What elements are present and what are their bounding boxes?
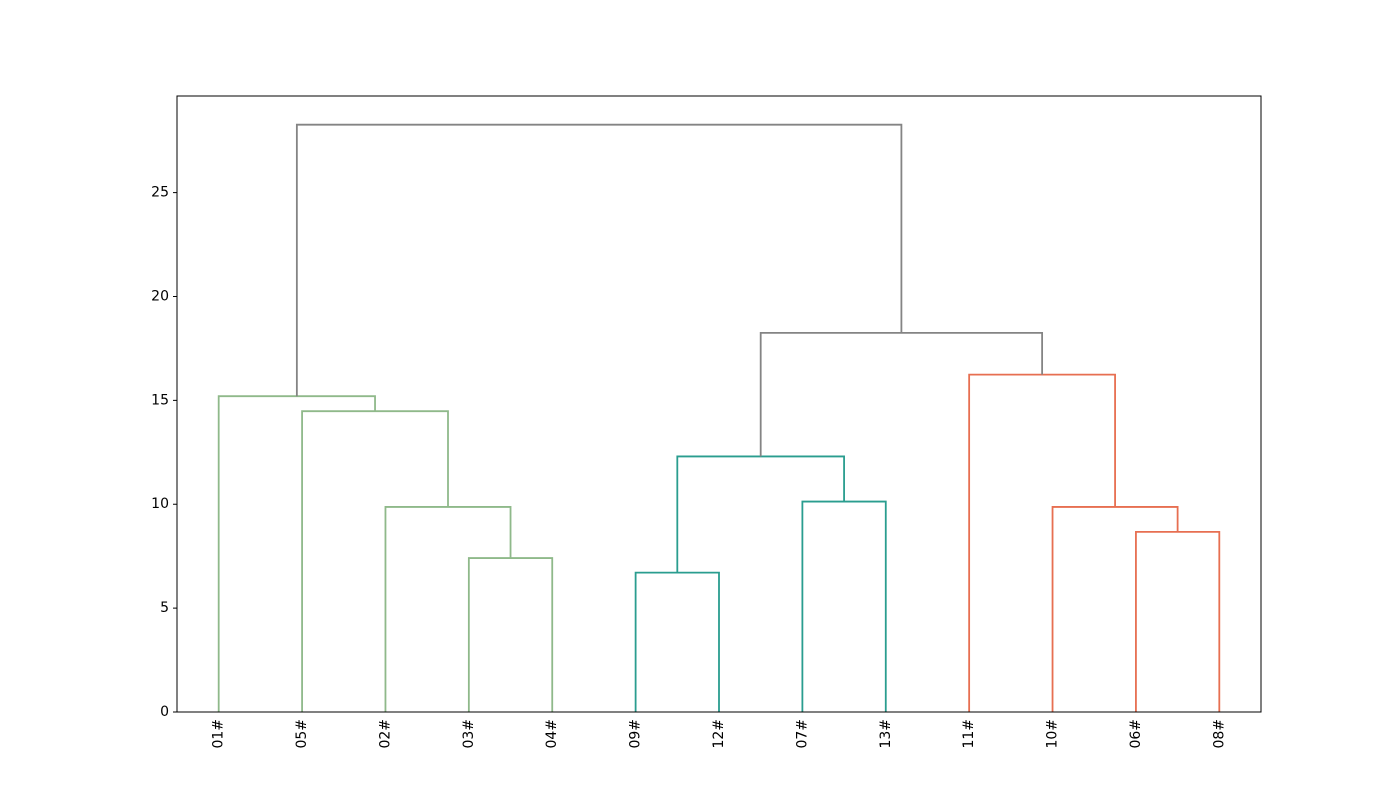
leaf-label: 07#: [794, 719, 810, 749]
dendrogram-link: [384, 506, 512, 712]
dendrogram-link: [1135, 530, 1221, 712]
leaf-label: 03#: [461, 719, 477, 749]
y-tick-label: 20: [151, 288, 169, 304]
dendrogram-link: [968, 373, 1116, 712]
dendrogram-link: [676, 455, 845, 573]
dendrogram-link: [634, 571, 720, 712]
leaf-label: 04#: [544, 719, 560, 749]
leaf-label: 13#: [878, 719, 894, 749]
y-tick-label: 25: [151, 185, 169, 201]
dendrogram-link: [759, 331, 1044, 457]
leaf-label: 11#: [961, 719, 977, 749]
leaf-label: 08#: [1211, 719, 1227, 749]
leaf-label: 09#: [628, 719, 644, 749]
leaf-label: 02#: [377, 719, 393, 749]
leaf-label: 06#: [1128, 719, 1144, 749]
y-tick-label: 15: [151, 392, 169, 408]
leaf-label: 12#: [711, 719, 727, 749]
y-tick-label: 10: [151, 496, 169, 512]
leaf-label: 05#: [294, 719, 310, 749]
leaf-label: 01#: [211, 719, 227, 749]
dendrogram-link: [467, 557, 554, 712]
leaf-label: 10#: [1045, 719, 1061, 749]
y-tick-label: 0: [160, 704, 169, 720]
y-tick-label: 5: [160, 600, 169, 616]
plot-frame: [176, 95, 1262, 713]
dendrogram-link: [295, 123, 903, 397]
dendrogram-link: [1051, 506, 1179, 712]
dendrogram-link: [301, 410, 449, 712]
dendrogram-link: [217, 395, 376, 712]
dendrogram-link: [801, 500, 887, 712]
